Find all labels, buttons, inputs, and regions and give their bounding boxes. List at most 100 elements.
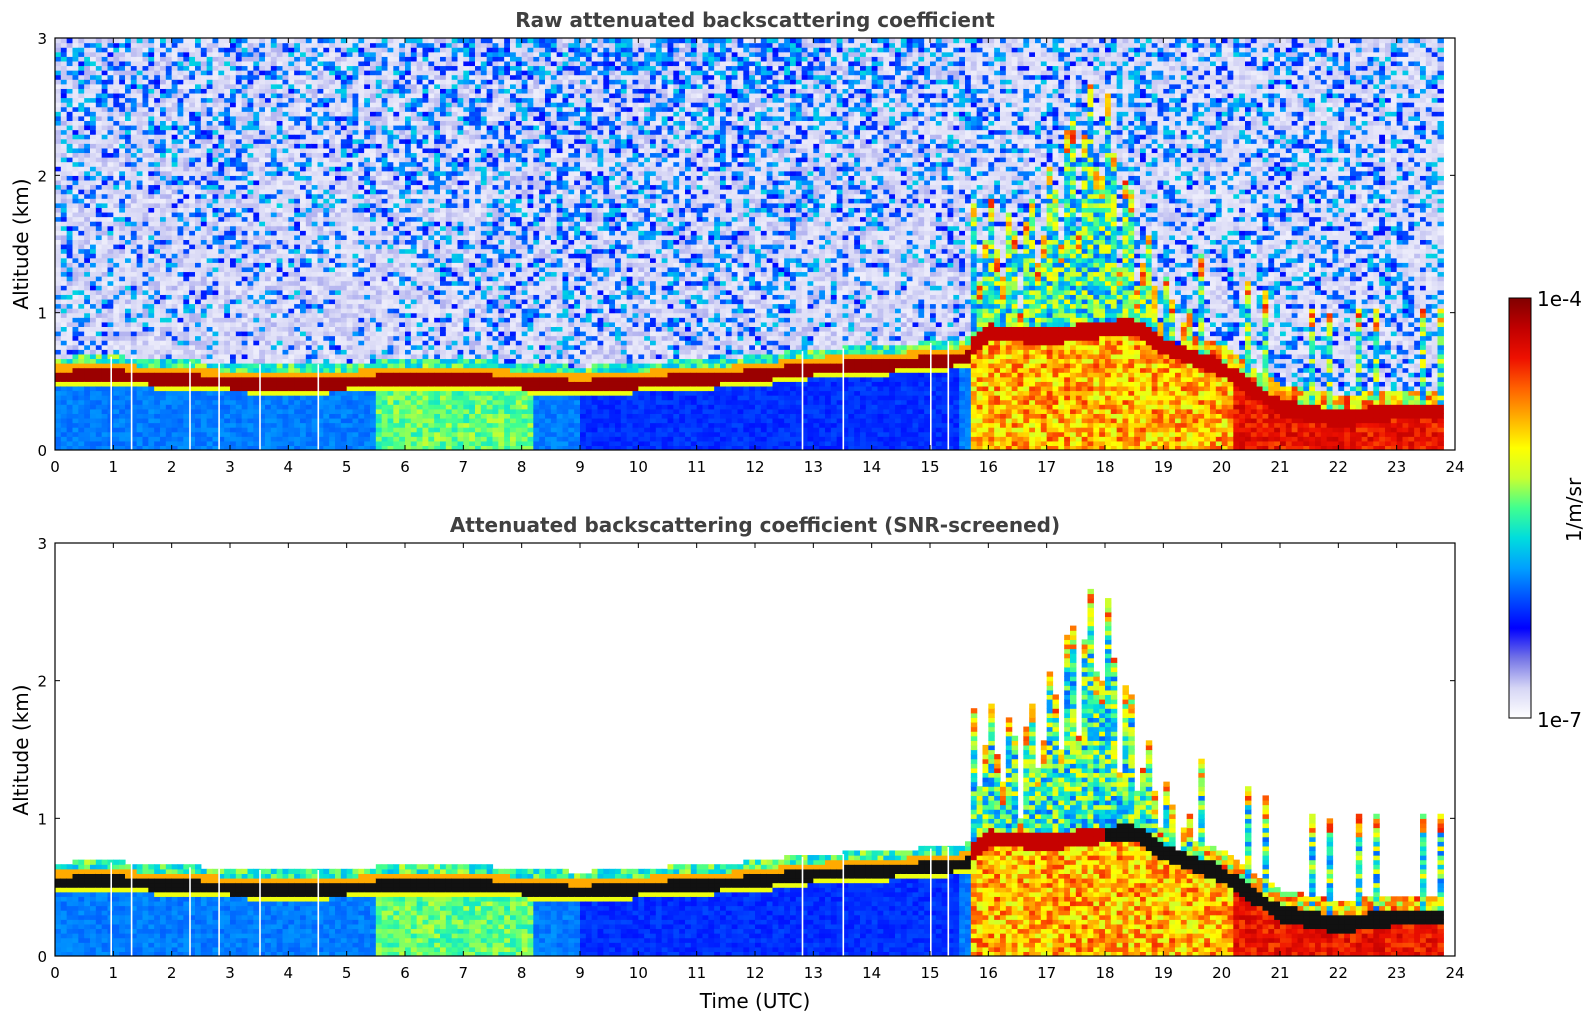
heatmap-cell <box>67 418 73 423</box>
heatmap-cell <box>353 43 359 48</box>
heatmap-cell <box>335 93 341 98</box>
heatmap-cell <box>96 299 102 304</box>
heatmap-cell <box>131 56 137 61</box>
heatmap-cell <box>113 198 119 203</box>
heatmap-cell <box>341 244 347 249</box>
heatmap-cell <box>376 345 382 350</box>
heatmap-cell <box>84 404 90 409</box>
heatmap-cell <box>236 107 242 112</box>
heatmap-cell <box>154 130 160 135</box>
heatmap-cell <box>84 363 90 368</box>
heatmap-cell <box>154 207 160 212</box>
heatmap-cell <box>265 313 271 318</box>
heatmap-cell <box>137 294 143 299</box>
heatmap-cell <box>283 107 289 112</box>
heatmap-cell <box>265 143 271 148</box>
heatmap-cell <box>370 441 376 446</box>
heatmap-cell <box>248 98 254 103</box>
heatmap-cell <box>300 65 306 70</box>
heatmap-cell <box>242 175 248 180</box>
heatmap-cell <box>329 120 335 125</box>
heatmap-cell <box>113 390 119 395</box>
heatmap-cell <box>300 395 306 400</box>
heatmap-cell <box>148 304 154 309</box>
heatmap-cell <box>160 294 166 299</box>
heatmap-cell <box>201 93 207 98</box>
heatmap-cell <box>102 386 108 391</box>
heatmap-cell <box>358 418 364 423</box>
heatmap-cell <box>113 107 119 112</box>
heatmap-cell <box>288 180 294 185</box>
heatmap-cell <box>125 354 131 359</box>
heatmap-cell <box>358 111 364 116</box>
heatmap-cell <box>172 404 178 409</box>
heatmap-cell <box>61 349 67 354</box>
heatmap-cell <box>61 65 67 70</box>
heatmap-cell <box>213 253 219 258</box>
heatmap-cell <box>230 148 236 153</box>
heatmap-cell <box>178 345 184 350</box>
heatmap-cell <box>131 180 137 185</box>
heatmap-cell <box>312 400 318 405</box>
heatmap-cell <box>119 271 125 276</box>
heatmap-cell <box>347 308 353 313</box>
heatmap-cell <box>248 235 254 240</box>
heatmap-cell <box>213 395 219 400</box>
heatmap-cell <box>108 88 114 93</box>
heatmap-cell <box>306 162 312 167</box>
heatmap-cell <box>259 52 265 57</box>
heatmap-cell <box>61 368 67 373</box>
heatmap-cell <box>318 184 324 189</box>
heatmap-cell <box>207 358 213 363</box>
heatmap-cell <box>335 413 341 418</box>
heatmap-cell <box>370 290 376 295</box>
heatmap-cell <box>143 432 149 437</box>
heatmap-cell <box>353 418 359 423</box>
heatmap-cell <box>364 322 370 327</box>
heatmap-cell <box>283 249 289 254</box>
heatmap-cell <box>283 400 289 405</box>
heatmap-cell <box>183 436 189 441</box>
heatmap-cell <box>318 130 324 135</box>
heatmap-cell <box>230 331 236 336</box>
heatmap-cell <box>230 98 236 103</box>
heatmap-cell <box>300 358 306 363</box>
heatmap-cell <box>329 249 335 254</box>
heatmap-cell <box>73 404 79 409</box>
heatmap-cell <box>108 43 114 48</box>
heatmap-cell <box>189 143 195 148</box>
heatmap-cell <box>172 322 178 327</box>
heatmap-cell <box>288 125 294 130</box>
heatmap-cell <box>277 271 283 276</box>
heatmap-cell <box>288 230 294 235</box>
heatmap-cell <box>131 281 137 286</box>
heatmap-cell <box>148 317 154 322</box>
heatmap-cell <box>113 244 119 249</box>
heatmap-cell <box>172 61 178 66</box>
heatmap-cell <box>306 404 312 409</box>
heatmap-cell <box>195 354 201 359</box>
heatmap-cell <box>230 93 236 98</box>
heatmap-cell <box>224 107 230 112</box>
heatmap-cell <box>306 413 312 418</box>
heatmap-cell <box>248 175 254 180</box>
heatmap-cell <box>195 349 201 354</box>
heatmap-cell <box>96 125 102 130</box>
heatmap-cell <box>341 322 347 327</box>
heatmap-cell <box>306 52 312 57</box>
heatmap-cell <box>195 395 201 400</box>
heatmap-cell <box>73 423 79 428</box>
heatmap-cell <box>195 148 201 153</box>
heatmap-cell <box>84 102 90 107</box>
heatmap-cell <box>96 244 102 249</box>
heatmap-cell <box>160 111 166 116</box>
heatmap-cell <box>67 70 73 75</box>
heatmap-cell <box>55 336 61 341</box>
heatmap-cell <box>370 368 376 373</box>
heatmap-cell <box>271 304 277 309</box>
heatmap-cell <box>201 152 207 157</box>
heatmap-cell <box>300 372 306 377</box>
heatmap-cell <box>143 130 149 135</box>
heatmap-cell <box>137 157 143 162</box>
heatmap-cell <box>236 271 242 276</box>
